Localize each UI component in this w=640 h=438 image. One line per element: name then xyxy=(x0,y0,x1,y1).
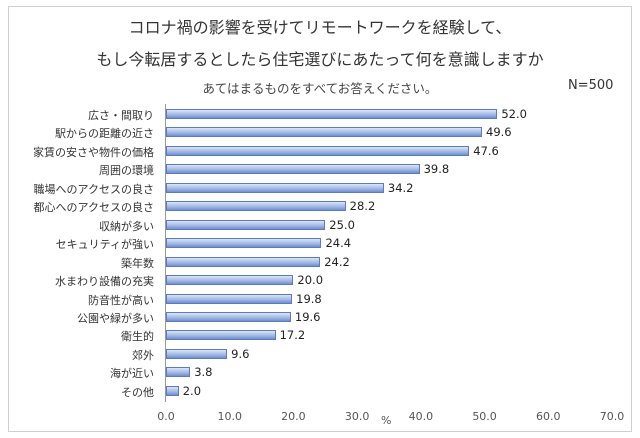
bar xyxy=(166,201,346,212)
category-label: 収納が多い xyxy=(99,219,154,233)
x-tick-label: 70.0 xyxy=(599,410,625,423)
category-label: 海が近い xyxy=(110,367,154,381)
bar xyxy=(166,385,179,396)
bar xyxy=(166,219,326,230)
bar xyxy=(166,293,293,304)
category-label: 広さ・間取り xyxy=(88,109,154,122)
category-label: 水まわり設備の充実 xyxy=(55,275,154,289)
category-label: 防音性が高い xyxy=(88,293,154,307)
category-label: セキュリティが強い xyxy=(55,238,154,252)
bar xyxy=(166,238,322,249)
bar xyxy=(166,367,191,378)
x-tick-label: 60.0 xyxy=(536,410,561,423)
x-tick-label: 40.0 xyxy=(408,410,434,423)
value-label: 24.2 xyxy=(324,254,350,269)
bar xyxy=(166,330,276,341)
bar xyxy=(166,164,420,175)
x-tick-label: 10.0 xyxy=(217,410,242,423)
value-label: 49.6 xyxy=(486,125,512,140)
value-label: 39.8 xyxy=(423,162,450,177)
bar xyxy=(166,145,470,156)
value-label: 52.0 xyxy=(501,107,527,121)
bar xyxy=(166,182,384,193)
category-label: 公園や緑が多い xyxy=(77,311,154,325)
category-label: 職場へのアクセスの良さ xyxy=(33,182,154,196)
value-label: 24.4 xyxy=(325,236,352,251)
value-label: 3.8 xyxy=(194,365,213,380)
category-label: 家賃の安さや物件の価格 xyxy=(33,145,154,159)
chart-title-line2: もし今転居するとしたら住宅選びにあたって何を意識しますか xyxy=(96,50,544,69)
value-label: 47.6 xyxy=(473,143,499,158)
category-label: 周囲の環境 xyxy=(99,164,154,178)
category-label: その他 xyxy=(121,385,154,399)
x-tick-label: 20.0 xyxy=(281,410,306,423)
bar xyxy=(166,127,483,138)
bar xyxy=(166,109,498,119)
x-tick-label: 50.0 xyxy=(472,410,497,423)
category-label: 駅からの距離の近さ xyxy=(55,127,154,141)
value-label: 17.2 xyxy=(279,328,306,343)
category-label: 衛生的 xyxy=(121,330,154,344)
value-label: 9.6 xyxy=(231,346,250,361)
value-label: 28.2 xyxy=(349,199,376,214)
category-label: 築年数 xyxy=(121,256,154,270)
x-tick-label: 30.0 xyxy=(344,410,370,423)
value-label: 25.0 xyxy=(329,217,355,232)
x-axis-label: % xyxy=(381,414,392,427)
value-label: 19.8 xyxy=(296,291,322,306)
sample-size: N=500 xyxy=(568,78,614,93)
bar xyxy=(166,256,321,267)
value-label: 34.2 xyxy=(387,180,414,195)
x-tick-label: 0.0 xyxy=(157,410,175,423)
chart-subtitle: あてはまるものをすべてお答えください。 xyxy=(202,81,438,96)
category-label: 都心へのアクセスの良さ xyxy=(33,201,154,215)
bar xyxy=(166,348,228,359)
value-label: 20.0 xyxy=(297,273,324,288)
category-label: 郊外 xyxy=(132,348,154,362)
bar xyxy=(166,275,294,286)
bar xyxy=(166,311,291,322)
value-label: 19.6 xyxy=(294,309,321,324)
chart-title: コロナ禍の影響を受けてリモートワークを経験して、 xyxy=(128,18,512,37)
y-axis-line xyxy=(165,104,166,402)
chart-frame xyxy=(8,6,632,432)
value-label: 2.0 xyxy=(182,383,202,398)
